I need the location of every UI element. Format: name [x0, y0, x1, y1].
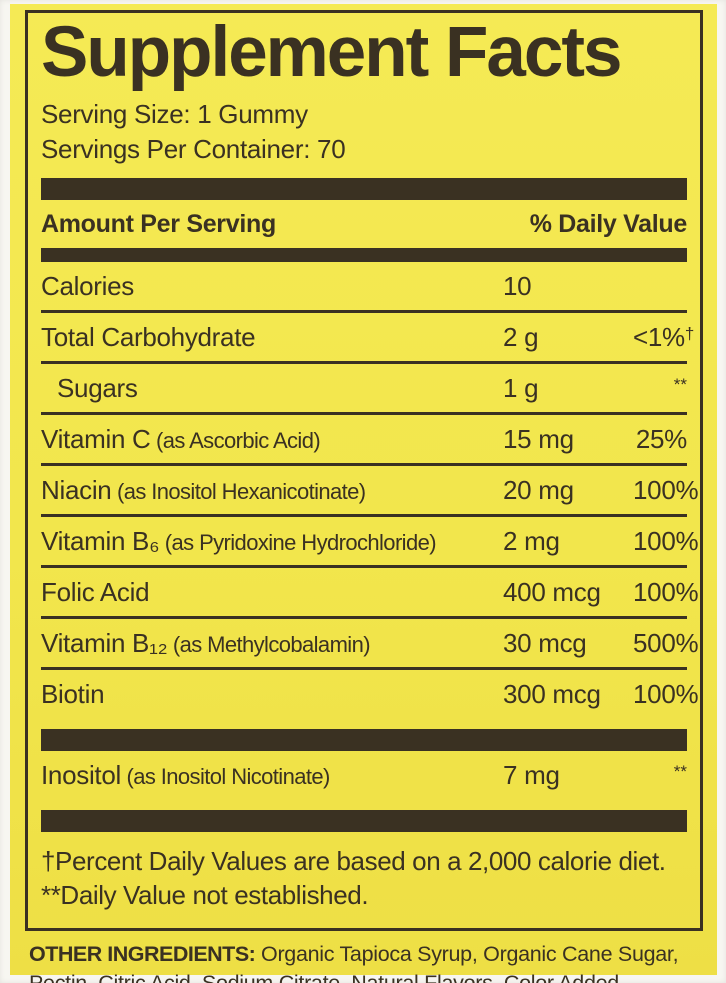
daily-value-header: % Daily Value: [529, 210, 688, 239]
table-header-row: Amount Per Serving % Daily Value: [41, 200, 687, 248]
nutrient-daily-value: 25%: [635, 424, 687, 455]
nutrient-name: Folic Acid: [41, 577, 150, 608]
nutrient-daily-value: 100%: [633, 577, 699, 608]
nutrient-source: (as Ascorbic Acid): [150, 428, 321, 454]
supplement-label: Supplement Facts Serving Size: 1 Gummy S…: [10, 4, 717, 983]
nutrient-row: Total Carbohydrate 2 g <1%†: [41, 310, 694, 361]
nutrient-row: Inositol (as Inositol Nicotinate) 7 mg **: [41, 751, 687, 799]
nutrient-amount: 15 mg: [503, 424, 574, 455]
daily-value-footnote-mark: **: [673, 375, 687, 395]
nutrient-name: Vitamin B₆ (as Pyridoxine Hydrochloride): [41, 526, 437, 557]
nutrient-name: Vitamin C (as Ascorbic Acid): [41, 424, 321, 455]
nutrient-daily-value: 100%: [633, 679, 699, 710]
nutrient-name: Biotin: [41, 679, 105, 710]
nutrient-name: Sugars: [57, 373, 138, 404]
nutrient-row: Sugars 1 g **: [41, 361, 687, 412]
other-ingredients-text: Organic Tapioca Syrup, Organic Cane Suga…: [29, 942, 679, 983]
daily-value-footnote-mark: **: [673, 762, 687, 782]
supplement-facts-box: Supplement Facts Serving Size: 1 Gummy S…: [25, 10, 703, 932]
nutrient-daily-value: 500%: [633, 628, 699, 659]
other-ingredients-label: OTHER INGREDIENTS:: [29, 942, 256, 967]
footnotes: †Percent Daily Values are based on a 2,0…: [41, 832, 687, 916]
nutrient-daily-value: **: [633, 760, 687, 791]
nutrient-name: Vitamin B₁₂ (as Methylcobalamin): [41, 628, 371, 659]
nutrient-amount: 1 g: [503, 373, 539, 404]
nutrient-source: (as Pyridoxine Hydrochloride): [159, 530, 437, 556]
nutrient-rows-main: Calories 10 Total Carbohydrate 2 g <1%† Sugar…: [41, 262, 699, 718]
nutrient-rows-secondary: Inositol (as Inositol Nicotinate) 7 mg **: [41, 751, 687, 799]
section-divider-bar: [41, 178, 687, 201]
nutrient-row: Biotin 300 mcg 100%: [41, 667, 699, 718]
nutrient-daily-value: <1%†: [633, 322, 695, 353]
other-ingredients: OTHER INGREDIENTS: Organic Tapioca Syrup…: [29, 940, 699, 983]
daily-value-footnote-mark: †: [684, 324, 695, 344]
supplement-facts-title: Supplement Facts: [41, 13, 623, 92]
footnote-line: **Daily Value not established.: [41, 880, 369, 911]
nutrient-name: Niacin (as Inositol Hexanicotinate): [41, 475, 366, 506]
nutrient-amount: 20 mg: [503, 475, 574, 506]
nutrient-amount: 2 g: [503, 322, 539, 353]
nutrient-source: (as Inositol Hexanicotinate): [111, 479, 366, 505]
nutrient-source: (as Inositol Nicotinate): [120, 764, 330, 790]
nutrient-amount: 2 mg: [503, 526, 560, 557]
nutrient-name: Calories: [41, 271, 134, 302]
servings-per-container-line: Servings Per Container: 70: [41, 134, 346, 165]
nutrient-row: Vitamin B₆ (as Pyridoxine Hydrochloride)…: [41, 514, 699, 565]
section-divider-bar: [41, 729, 687, 752]
footnote-line: †Percent Daily Values are based on a 2,0…: [41, 846, 666, 877]
nutrient-daily-value: 100%: [633, 475, 699, 506]
header-divider-bar: [41, 248, 687, 263]
nutrient-row: Folic Acid 400 mcg 100%: [41, 565, 699, 616]
nutrient-row: Niacin (as Inositol Hexanicotinate) 20 mg…: [41, 463, 699, 514]
serving-size-line: Serving Size: 1 Gummy: [41, 99, 308, 130]
nutrient-name: Inositol (as Inositol Nicotinate): [41, 760, 330, 791]
nutrient-source: (as Methylcobalamin): [167, 632, 371, 658]
nutrient-daily-value: 100%: [633, 526, 699, 557]
nutrient-name: Total Carbohydrate: [41, 322, 256, 353]
nutrient-row: Calories 10: [41, 262, 687, 310]
nutrient-amount: 10: [503, 271, 532, 302]
nutrient-amount: 30 mcg: [503, 628, 587, 659]
nutrient-row: Vitamin B₁₂ (as Methylcobalamin) 30 mcg 50…: [41, 616, 699, 667]
nutrient-amount: 7 mg: [503, 760, 560, 791]
nutrient-daily-value: **: [633, 373, 687, 404]
amount-per-serving-header: Amount Per Serving: [41, 210, 276, 239]
nutrient-amount: 400 mcg: [503, 577, 601, 608]
nutrient-amount: 300 mcg: [503, 679, 601, 710]
section-divider-bar: [41, 810, 687, 833]
nutrient-row: Vitamin C (as Ascorbic Acid) 15 mg 25%: [41, 412, 687, 463]
